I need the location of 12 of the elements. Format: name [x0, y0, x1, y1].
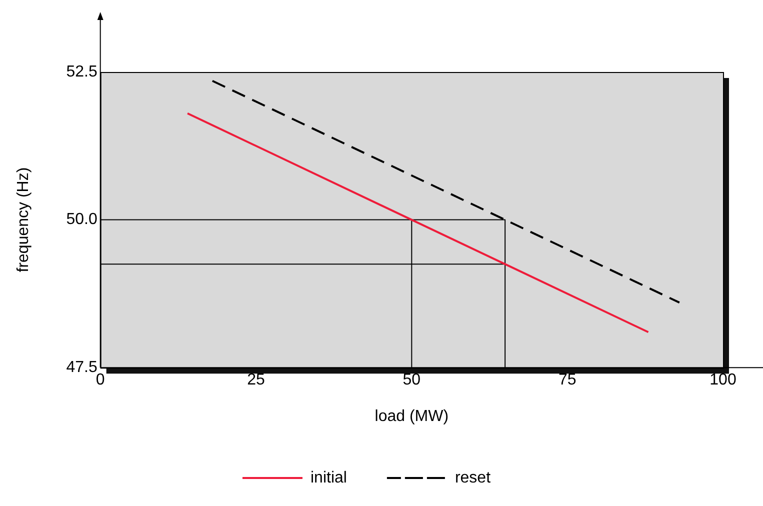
x-tick-label: 75 — [558, 372, 576, 389]
legend-label: reset — [454, 469, 492, 486]
y-tick-label: 52.5 — [66, 63, 98, 80]
y-tick-label: 50.0 — [66, 211, 98, 228]
x-tick-label: 0 — [96, 372, 105, 389]
legend-label: initial — [310, 469, 347, 486]
x-tick-label: 50 — [402, 372, 421, 389]
y-axis-title: frequency (Hz) — [15, 167, 32, 272]
x-tick-label: 25 — [247, 372, 266, 389]
x-axis-title: load (MW) — [374, 408, 449, 425]
x-tick-label: 100 — [710, 372, 736, 389]
y-tick-label: 47.5 — [66, 359, 98, 376]
